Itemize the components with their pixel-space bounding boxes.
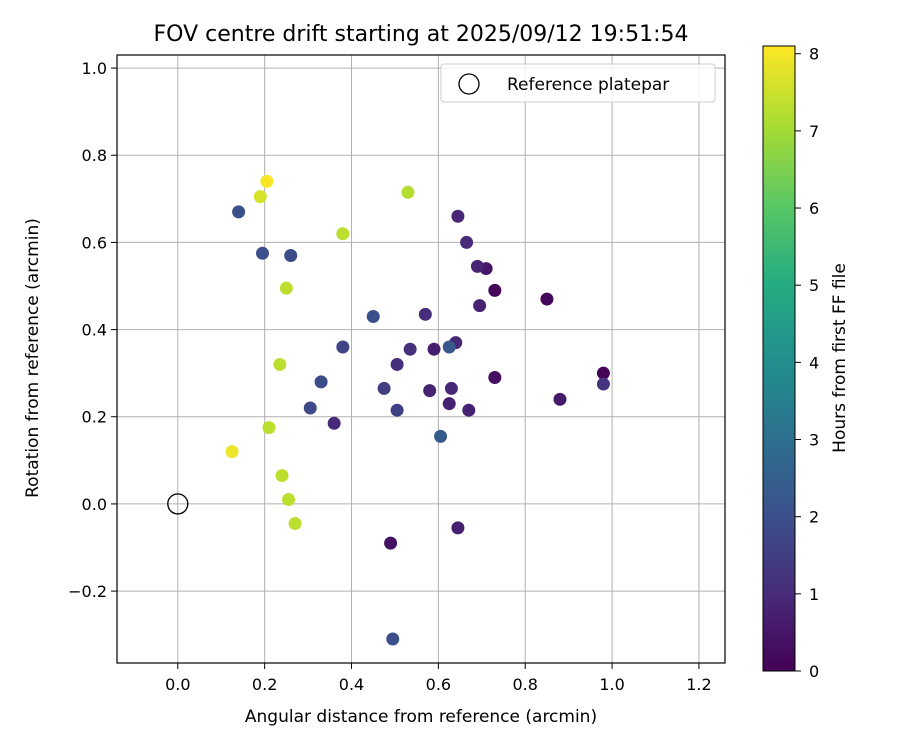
scatter-point xyxy=(553,392,567,406)
scatter-point xyxy=(434,429,448,443)
scatter-point xyxy=(262,421,276,435)
scatter-point xyxy=(423,384,437,398)
legend-entry-reference-platepar: Reference platepar xyxy=(507,75,669,95)
colorbar-tick-label: 0 xyxy=(809,662,819,681)
scatter-point xyxy=(488,371,502,385)
scatter-point xyxy=(275,469,289,483)
x-tick-label: 0.2 xyxy=(252,675,277,694)
y-tick-label: −0.2 xyxy=(68,582,107,601)
x-tick-label: 0.0 xyxy=(165,675,190,694)
colorbar-tick-label: 7 xyxy=(809,122,819,141)
scatter-point xyxy=(336,227,350,241)
colorbar-gradient xyxy=(762,45,796,672)
x-tick-label: 0.8 xyxy=(513,675,538,694)
scatter-point xyxy=(386,632,400,646)
scatter-point xyxy=(442,340,456,354)
y-tick-label: 0.4 xyxy=(82,321,107,340)
y-tick-label: 0.8 xyxy=(82,146,107,165)
legend-box xyxy=(440,63,716,103)
scatter-point xyxy=(260,174,274,188)
scatter-point xyxy=(327,416,341,430)
scatter-point xyxy=(225,445,239,459)
scatter-point xyxy=(336,340,350,354)
scatter-point xyxy=(473,299,487,313)
x-tick-label: 1.0 xyxy=(599,675,624,694)
x-tick-label: 0.4 xyxy=(339,675,364,694)
colorbar-tick-label: 5 xyxy=(809,276,819,295)
scatter-point xyxy=(460,235,474,249)
colorbar-tick-label: 8 xyxy=(809,45,819,64)
colorbar-tick-label: 2 xyxy=(809,508,819,527)
scatter-point xyxy=(451,209,465,223)
scatter-point xyxy=(282,493,296,507)
colorbar-tick-label: 4 xyxy=(809,353,819,372)
x-tick-label: 1.2 xyxy=(686,675,711,694)
x-tick-label: 0.6 xyxy=(426,675,451,694)
scatter-point xyxy=(284,248,298,262)
scatter-point xyxy=(488,283,502,297)
grid-lines xyxy=(117,55,725,663)
scatter-point xyxy=(442,397,456,411)
scatter-point xyxy=(377,381,391,395)
colorbar-ticks: 0 1 2 3 4 5 6 7 8 xyxy=(795,45,819,681)
scatter-point xyxy=(273,357,287,371)
scatter-point xyxy=(390,403,404,417)
legend: Reference platepar xyxy=(440,63,716,103)
y-tick-label: 0.0 xyxy=(82,495,107,514)
scatter-point xyxy=(390,357,404,371)
scatter-point xyxy=(253,190,267,204)
scatter-point xyxy=(444,381,458,395)
scatter-point xyxy=(314,375,328,389)
scatter-point xyxy=(279,281,293,295)
scatter-point xyxy=(462,403,476,417)
scatter-point xyxy=(403,342,417,356)
scatter-point xyxy=(418,307,432,321)
scatter-point xyxy=(384,536,398,550)
colorbar: 0 1 2 3 4 5 6 7 8 Hours from first FF file xyxy=(762,45,850,681)
scatter-point xyxy=(288,517,302,531)
data-points xyxy=(225,174,610,646)
x-ticks: 0.0 0.2 0.4 0.6 0.8 1.0 1.2 xyxy=(165,663,712,694)
scatter-point xyxy=(451,521,465,535)
y-tick-label: 0.2 xyxy=(82,408,107,427)
scatter-point xyxy=(303,401,317,415)
scatter-point xyxy=(232,205,246,219)
x-axis-label: Angular distance from reference (arcmin) xyxy=(245,707,597,727)
scatter-point xyxy=(540,292,554,306)
scatter-point xyxy=(470,259,484,273)
legend-marker-icon xyxy=(458,73,480,95)
reference-layer xyxy=(167,493,189,515)
y-tick-label: 0.6 xyxy=(82,233,107,252)
scatter-point xyxy=(596,366,610,380)
reference-platepar-marker xyxy=(167,493,189,515)
colorbar-tick-label: 1 xyxy=(809,585,819,604)
plot-frame xyxy=(116,54,726,664)
scatter-point xyxy=(401,185,415,199)
scatter-point xyxy=(427,342,441,356)
y-tick-label: 1.0 xyxy=(82,59,107,78)
colorbar-tick-label: 3 xyxy=(809,431,819,450)
scatter-point xyxy=(255,246,269,260)
colorbar-tick-label: 6 xyxy=(809,199,819,218)
chart-title: FOV centre drift starting at 2025/09/12 … xyxy=(154,22,689,47)
y-ticks: −0.2 0.0 0.2 0.4 0.6 0.8 1.0 xyxy=(68,59,117,601)
scatter-point xyxy=(596,377,610,391)
colorbar-label: Hours from first FF file xyxy=(830,263,850,453)
scatter-point xyxy=(366,310,380,324)
y-axis-label: Rotation from reference (arcmin) xyxy=(23,218,43,498)
